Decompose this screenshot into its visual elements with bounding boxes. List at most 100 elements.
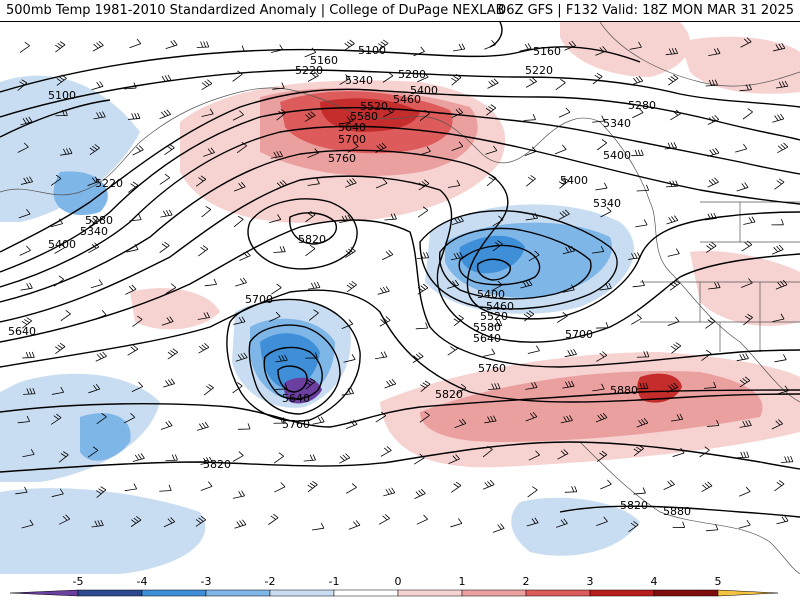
wind-barb bbox=[667, 316, 680, 326]
wind-barb bbox=[53, 275, 64, 287]
wind-barb bbox=[304, 47, 317, 58]
wind-barb bbox=[707, 114, 720, 125]
wind-barb bbox=[628, 521, 639, 533]
colorbar-tick-label: 0 bbox=[395, 575, 402, 588]
wind-barb bbox=[129, 214, 142, 222]
contour-label: 5340 bbox=[603, 117, 631, 130]
wind-barb bbox=[665, 47, 679, 56]
wind-barb bbox=[87, 446, 99, 458]
wind-barb bbox=[89, 144, 100, 156]
wind-barb bbox=[159, 241, 170, 253]
wind-barb bbox=[631, 149, 644, 157]
wind-barb bbox=[416, 514, 428, 525]
colorbar-tick-label: -3 bbox=[201, 575, 212, 588]
wind-barb bbox=[484, 39, 496, 50]
wind-barb bbox=[412, 352, 424, 363]
wind-barb bbox=[704, 212, 717, 221]
wind-barb bbox=[666, 215, 679, 225]
wind-barb bbox=[635, 219, 648, 228]
contour-label: 5640 bbox=[338, 121, 366, 134]
wind-barb bbox=[374, 351, 388, 360]
wind-barb bbox=[159, 74, 172, 83]
wind-barb bbox=[669, 279, 680, 291]
wind-barb bbox=[455, 383, 467, 395]
wind-barb bbox=[596, 321, 609, 329]
contour-label: 5700 bbox=[245, 293, 273, 306]
wind-barb bbox=[636, 184, 650, 192]
wind-barb bbox=[739, 376, 751, 388]
wind-barb bbox=[592, 72, 603, 85]
wind-barb bbox=[15, 486, 28, 495]
wind-barb bbox=[672, 447, 685, 457]
wind-barb bbox=[275, 383, 288, 390]
wind-barb bbox=[672, 521, 685, 528]
wind-barb bbox=[739, 84, 752, 92]
wind-barb bbox=[377, 286, 390, 295]
wind-barb bbox=[418, 179, 430, 191]
wind-barb bbox=[272, 82, 285, 90]
wind-barb bbox=[558, 177, 569, 189]
wind-barb bbox=[773, 42, 786, 52]
wind-barb bbox=[345, 247, 356, 258]
wind-barb bbox=[275, 354, 288, 363]
wind-barb bbox=[165, 283, 177, 295]
wind-barb bbox=[417, 283, 429, 295]
wind-barb bbox=[195, 175, 207, 187]
wind-barb bbox=[232, 45, 245, 52]
wind-barb bbox=[636, 418, 649, 428]
wind-barb bbox=[486, 174, 497, 187]
contour-label: 5760 bbox=[478, 362, 506, 375]
wind-barb bbox=[525, 175, 536, 187]
wind-barb bbox=[560, 415, 573, 424]
wind-barb bbox=[447, 279, 460, 289]
wind-barb bbox=[343, 354, 356, 363]
wind-barb bbox=[375, 142, 387, 153]
wind-barb bbox=[307, 148, 319, 159]
wind-barb bbox=[451, 216, 464, 225]
wind-barb bbox=[95, 486, 107, 498]
wind-barb bbox=[556, 518, 568, 528]
wind-barb bbox=[196, 41, 210, 48]
wind-barb bbox=[91, 519, 104, 528]
wind-barb bbox=[17, 79, 28, 91]
wind-barb bbox=[774, 480, 785, 492]
wind-barb bbox=[628, 252, 641, 260]
wind-barb bbox=[739, 420, 752, 428]
wind-barb bbox=[562, 284, 575, 293]
contour-label: 5340 bbox=[593, 197, 621, 210]
wind-barb bbox=[485, 104, 497, 116]
wind-barb bbox=[488, 382, 501, 391]
wind-barb bbox=[450, 518, 463, 528]
wind-barb bbox=[239, 251, 251, 261]
wind-barb bbox=[131, 381, 144, 393]
wind-barb bbox=[378, 39, 389, 51]
colorbar-tick-label: 5 bbox=[715, 575, 722, 588]
wind-barb bbox=[705, 524, 719, 532]
wind-barb bbox=[417, 72, 429, 83]
wind-barb bbox=[776, 515, 789, 525]
contour-label: 5280 bbox=[628, 99, 656, 112]
wind-barb bbox=[271, 283, 282, 295]
wind-barb bbox=[519, 43, 532, 52]
colorbar-swatch bbox=[397, 589, 463, 597]
wind-barb bbox=[419, 411, 430, 423]
wind-barb bbox=[234, 519, 247, 529]
wind-barb bbox=[666, 382, 679, 393]
wind-barb bbox=[419, 146, 431, 156]
wind-barb bbox=[525, 212, 538, 221]
wind-barb bbox=[307, 178, 320, 186]
contour-label: 5400 bbox=[560, 174, 588, 187]
wind-barb bbox=[196, 421, 209, 431]
wind-barb bbox=[420, 380, 431, 392]
contour-label: 5520 bbox=[480, 310, 508, 323]
wind-barb bbox=[305, 377, 316, 390]
colorbar-swatch bbox=[77, 589, 143, 597]
wind-barb bbox=[276, 109, 287, 121]
wind-barb bbox=[772, 113, 785, 123]
contour-label: 5100 bbox=[358, 44, 386, 57]
wind-barb bbox=[414, 488, 426, 499]
wind-barb bbox=[232, 110, 244, 121]
wind-barb bbox=[592, 383, 605, 392]
wind-barb bbox=[528, 250, 540, 262]
wind-barb bbox=[736, 451, 750, 459]
